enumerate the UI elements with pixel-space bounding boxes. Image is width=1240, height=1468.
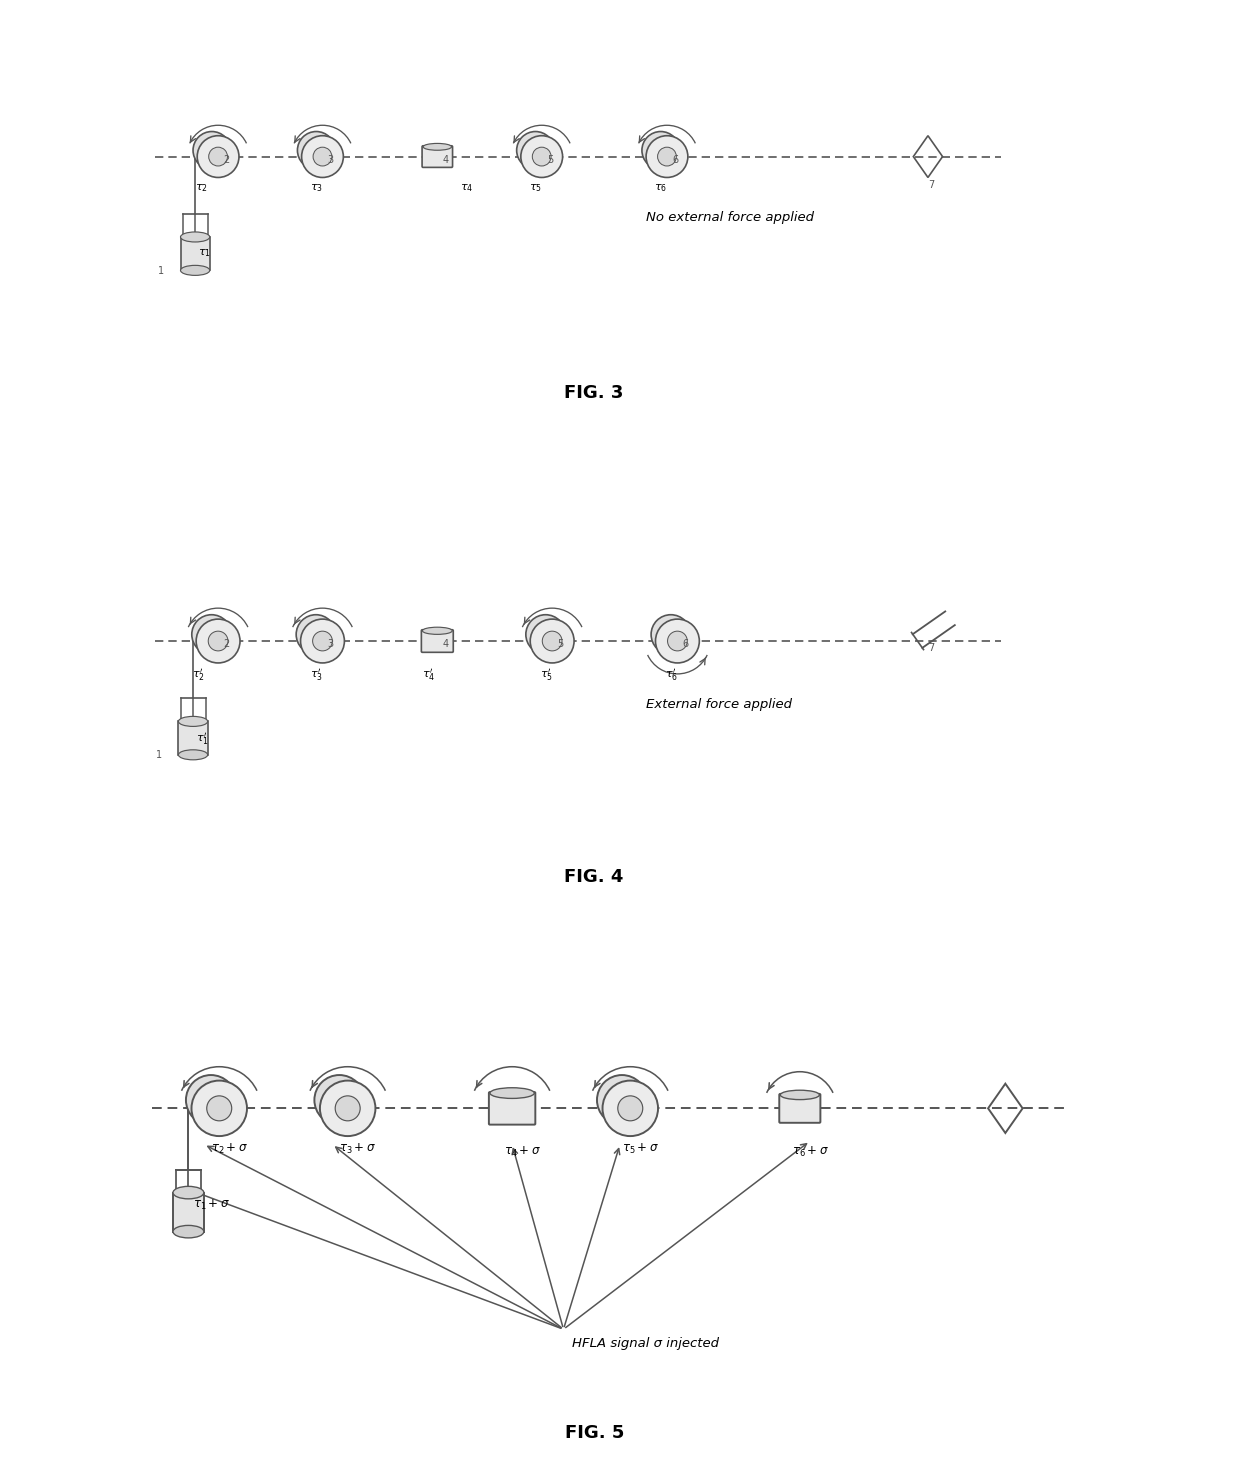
Circle shape <box>197 135 239 178</box>
Circle shape <box>656 619 699 664</box>
Circle shape <box>521 135 563 178</box>
Text: $\tau_4+\sigma$: $\tau_4+\sigma$ <box>503 1145 541 1158</box>
Circle shape <box>191 1080 247 1136</box>
Text: 2: 2 <box>223 639 229 649</box>
Circle shape <box>207 1095 232 1122</box>
Text: $\tau_4$: $\tau_4$ <box>460 182 474 194</box>
Ellipse shape <box>423 627 453 634</box>
Text: $\tau_1'$: $\tau_1'$ <box>196 731 210 747</box>
Circle shape <box>186 1075 236 1124</box>
Circle shape <box>315 1075 365 1124</box>
Text: $\tau_2+\sigma$: $\tau_2+\sigma$ <box>211 1142 248 1155</box>
Ellipse shape <box>181 266 210 276</box>
Text: $\tau_4'$: $\tau_4'$ <box>422 666 435 683</box>
Text: No external force applied: No external force applied <box>646 211 815 225</box>
Circle shape <box>300 619 345 664</box>
Circle shape <box>532 147 551 166</box>
FancyBboxPatch shape <box>779 1094 821 1123</box>
Circle shape <box>208 147 227 166</box>
Circle shape <box>320 1080 376 1136</box>
Text: FIG. 4: FIG. 4 <box>564 869 624 887</box>
Circle shape <box>208 631 228 650</box>
Circle shape <box>596 1075 647 1124</box>
Circle shape <box>298 132 335 169</box>
Circle shape <box>603 1080 658 1136</box>
Ellipse shape <box>174 1226 203 1238</box>
Text: $\tau_1$: $\tau_1$ <box>198 247 211 258</box>
FancyBboxPatch shape <box>422 145 453 167</box>
Circle shape <box>642 132 680 169</box>
Text: 2: 2 <box>223 154 229 164</box>
Text: 1: 1 <box>157 266 164 276</box>
Circle shape <box>657 147 676 166</box>
Circle shape <box>667 631 687 650</box>
Text: $\tau_2$: $\tau_2$ <box>195 182 208 194</box>
Text: 5: 5 <box>557 639 564 649</box>
Text: FIG. 3: FIG. 3 <box>564 385 624 402</box>
Circle shape <box>312 147 332 166</box>
Circle shape <box>196 619 241 664</box>
Text: $\tau_6+\sigma$: $\tau_6+\sigma$ <box>791 1145 828 1158</box>
Text: 1: 1 <box>155 750 161 760</box>
Circle shape <box>312 631 332 650</box>
Text: 4: 4 <box>443 154 449 164</box>
Circle shape <box>296 615 336 655</box>
Text: $\tau_3'$: $\tau_3'$ <box>310 666 322 683</box>
Text: $\tau_6$: $\tau_6$ <box>655 182 667 194</box>
Bar <box>174 1192 203 1232</box>
Text: 3: 3 <box>327 154 334 164</box>
Circle shape <box>651 615 691 655</box>
Ellipse shape <box>179 716 207 727</box>
FancyBboxPatch shape <box>489 1092 536 1124</box>
Ellipse shape <box>181 232 210 242</box>
Circle shape <box>542 631 562 650</box>
Circle shape <box>618 1095 642 1122</box>
Text: $\tau_2'$: $\tau_2'$ <box>192 666 205 683</box>
Ellipse shape <box>174 1186 203 1199</box>
Text: External force applied: External force applied <box>646 699 792 712</box>
Text: $\tau_5+\sigma$: $\tau_5+\sigma$ <box>622 1142 658 1155</box>
Text: 6: 6 <box>672 154 678 164</box>
Circle shape <box>517 132 554 169</box>
FancyBboxPatch shape <box>422 630 454 652</box>
Text: $\tau_5$: $\tau_5$ <box>529 182 542 194</box>
Text: $\tau_3$: $\tau_3$ <box>310 182 322 194</box>
Circle shape <box>526 615 565 655</box>
Ellipse shape <box>780 1091 820 1100</box>
Bar <box>181 236 210 270</box>
Ellipse shape <box>423 144 451 150</box>
Bar <box>179 721 207 755</box>
Text: $\tau_1+\sigma$: $\tau_1+\sigma$ <box>192 1198 229 1213</box>
Text: $\tau_3+\sigma$: $\tau_3+\sigma$ <box>340 1142 376 1155</box>
Text: 4: 4 <box>443 639 449 649</box>
Circle shape <box>193 132 231 169</box>
Text: 5: 5 <box>547 154 553 164</box>
Text: 7: 7 <box>928 643 934 653</box>
Ellipse shape <box>490 1088 534 1098</box>
Text: HFLA signal σ injected: HFLA signal σ injected <box>572 1337 719 1351</box>
Text: $\tau_5'$: $\tau_5'$ <box>539 666 553 683</box>
Text: FIG. 5: FIG. 5 <box>564 1424 624 1442</box>
Circle shape <box>646 135 688 178</box>
Ellipse shape <box>179 750 207 760</box>
Text: 6: 6 <box>683 639 688 649</box>
Text: 7: 7 <box>928 181 934 189</box>
Text: 3: 3 <box>327 639 334 649</box>
Circle shape <box>335 1095 360 1122</box>
Circle shape <box>192 615 231 655</box>
Circle shape <box>301 135 343 178</box>
Circle shape <box>531 619 574 664</box>
Text: $\tau_6'$: $\tau_6'$ <box>665 666 678 683</box>
